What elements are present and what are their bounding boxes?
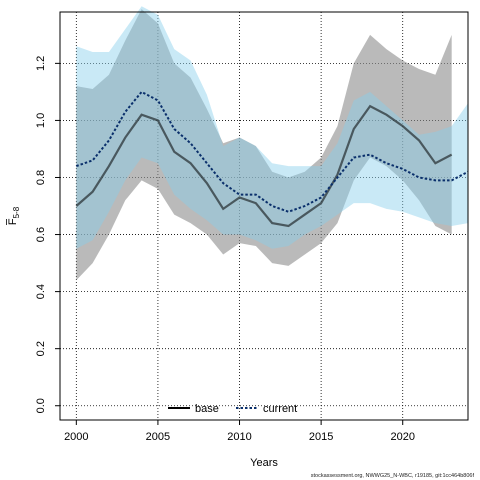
x-axis: 2000 2005 2010 2015 2020 xyxy=(64,420,415,443)
band-current xyxy=(76,6,468,249)
x-axis-title: Years xyxy=(250,457,278,469)
y-tick-label: 0.2 xyxy=(35,341,47,356)
y-tick-label: 1.2 xyxy=(35,56,47,71)
x-tick-label: 2020 xyxy=(390,431,414,443)
legend-label-current: current xyxy=(263,403,297,415)
plot-frame xyxy=(59,11,469,421)
footer-credit: stockassessment.org, NWWG25_N-WBC, r1918… xyxy=(311,473,475,479)
x-tick-label: 2005 xyxy=(146,431,170,443)
legend: base current xyxy=(168,403,297,415)
legend-label-base: base xyxy=(195,403,219,415)
y-tick-label: 1.0 xyxy=(35,113,47,128)
y-tick-label: 0.0 xyxy=(35,398,47,413)
line-base xyxy=(75,104,453,228)
y-tick-label: 0.4 xyxy=(35,284,47,299)
y-axis: 0.0 0.2 0.4 0.6 0.8 1.0 1.2 xyxy=(35,56,60,413)
y-axis-title-main: F xyxy=(7,218,19,225)
y-axis-title-subscript: 5-8 xyxy=(12,206,21,218)
y-tick-label: 0.6 xyxy=(35,227,47,242)
series-lines xyxy=(75,90,469,228)
x-tick-label: 2010 xyxy=(227,431,251,443)
confidence-bands xyxy=(76,6,468,281)
x-tick-label: 2015 xyxy=(309,431,333,443)
y-tick-label: 0.8 xyxy=(35,170,47,185)
svg-text:F5-8: F5-8 xyxy=(7,206,21,225)
x-tick-label: 2000 xyxy=(64,431,88,443)
band-base xyxy=(76,9,452,281)
y-axis-title: F5-8 xyxy=(6,206,21,225)
